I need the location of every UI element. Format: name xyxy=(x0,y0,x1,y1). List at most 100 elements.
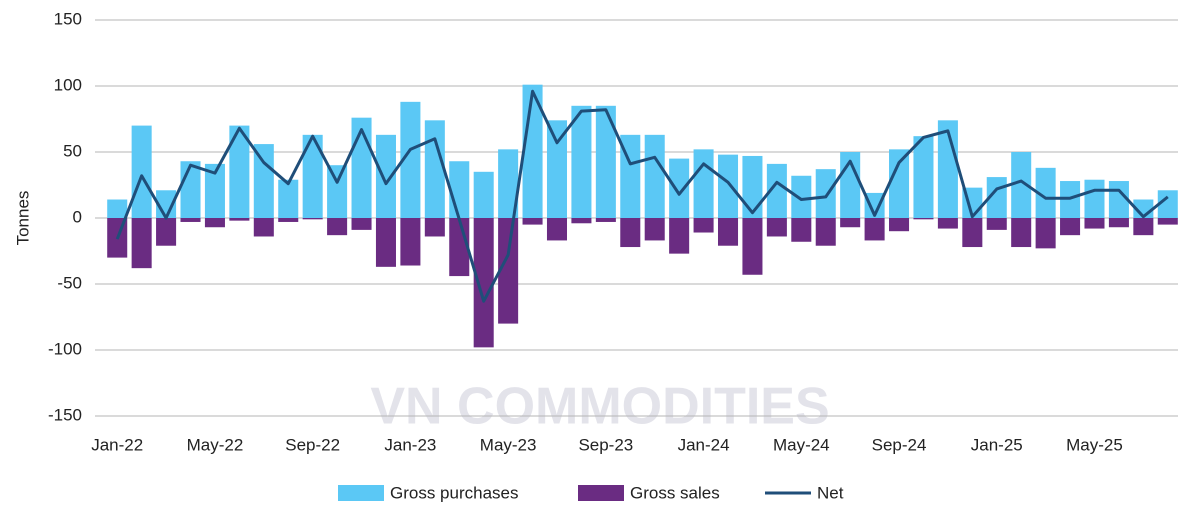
y-tick-label: 100 xyxy=(54,75,82,94)
bar xyxy=(327,165,348,218)
bar xyxy=(107,199,128,218)
x-tick-label: Sep-22 xyxy=(285,435,340,454)
bar xyxy=(1157,190,1178,218)
y-tick-label: -150 xyxy=(48,405,82,424)
bar xyxy=(913,136,934,218)
bar xyxy=(717,218,739,246)
legend-label: Net xyxy=(817,483,844,502)
bar xyxy=(278,179,299,218)
bar xyxy=(229,218,250,221)
bar xyxy=(302,134,323,218)
bar xyxy=(791,175,812,218)
bar xyxy=(815,169,836,218)
bar xyxy=(424,218,445,237)
bar xyxy=(1060,218,1081,236)
bar xyxy=(620,218,641,248)
bar xyxy=(693,149,714,218)
x-tick-label: Jan-23 xyxy=(384,435,436,454)
bar xyxy=(400,101,421,218)
bar xyxy=(473,171,494,218)
bar xyxy=(449,161,470,218)
y-tick-label: 0 xyxy=(73,207,82,226)
bar xyxy=(889,149,910,218)
bar xyxy=(424,120,445,218)
bar xyxy=(986,218,1007,230)
bar xyxy=(571,218,592,224)
bar xyxy=(278,218,299,222)
bar xyxy=(889,218,910,232)
bar xyxy=(742,218,763,275)
x-tick-label: May-23 xyxy=(480,435,537,454)
bar xyxy=(156,218,177,246)
bar xyxy=(1035,218,1056,249)
bar xyxy=(669,158,690,218)
bar xyxy=(1011,218,1032,248)
bar xyxy=(742,155,763,218)
bar xyxy=(180,161,201,218)
y-tick-label: 150 xyxy=(54,9,82,28)
y-axis-title: Tonnes xyxy=(13,191,32,246)
bar xyxy=(131,218,152,269)
bar xyxy=(546,120,568,218)
bar xyxy=(253,144,274,218)
bar xyxy=(864,218,885,241)
bar xyxy=(791,218,812,242)
y-tick-label: -100 xyxy=(48,339,82,358)
x-tick-label: May-22 xyxy=(187,435,244,454)
bar xyxy=(840,218,861,228)
bar xyxy=(644,218,665,241)
y-tick-label: -50 xyxy=(57,273,82,292)
x-tick-label: Jan-25 xyxy=(971,435,1023,454)
bar xyxy=(962,218,983,248)
bar xyxy=(937,218,958,229)
x-tick-label: Jan-24 xyxy=(678,435,730,454)
bar xyxy=(498,149,519,218)
bar xyxy=(253,218,274,237)
bar xyxy=(717,154,739,218)
bar xyxy=(1011,152,1032,218)
x-tick-label: May-24 xyxy=(773,435,830,454)
legend-label: Gross purchases xyxy=(390,483,519,502)
bar xyxy=(595,105,616,218)
bar xyxy=(766,163,787,218)
legend-swatch xyxy=(578,485,624,501)
bar xyxy=(693,218,714,233)
y-tick-label: 50 xyxy=(63,141,82,160)
bar xyxy=(400,218,421,266)
bar xyxy=(1035,167,1056,218)
bar xyxy=(131,125,152,218)
bar xyxy=(351,218,372,230)
bar xyxy=(1133,218,1154,236)
bar xyxy=(571,105,592,218)
bar xyxy=(498,218,519,324)
bar xyxy=(1108,218,1129,228)
x-tick-label: Sep-24 xyxy=(872,435,927,454)
bar xyxy=(546,218,568,241)
bar xyxy=(375,134,396,218)
bar xyxy=(522,218,543,225)
bar xyxy=(1084,218,1105,229)
x-tick-label: May-25 xyxy=(1066,435,1123,454)
net-line xyxy=(115,89,1169,303)
legend-swatch xyxy=(338,485,384,501)
x-tick-label: Sep-23 xyxy=(578,435,633,454)
bar xyxy=(595,218,616,222)
x-tick-label: Jan-22 xyxy=(91,435,143,454)
bar xyxy=(473,218,494,348)
bar xyxy=(644,134,665,218)
bar xyxy=(302,218,323,220)
bar xyxy=(815,218,836,246)
bar xyxy=(669,218,690,254)
bar xyxy=(204,218,225,228)
bar xyxy=(327,218,348,236)
legend-label: Gross sales xyxy=(630,483,720,502)
bar xyxy=(864,192,885,218)
bar xyxy=(913,218,934,220)
bar xyxy=(204,163,225,218)
bar xyxy=(1157,218,1178,225)
bar xyxy=(766,218,787,237)
bar xyxy=(375,218,396,267)
watermark: VN COMMODITIES xyxy=(370,378,829,436)
bar xyxy=(229,125,250,218)
